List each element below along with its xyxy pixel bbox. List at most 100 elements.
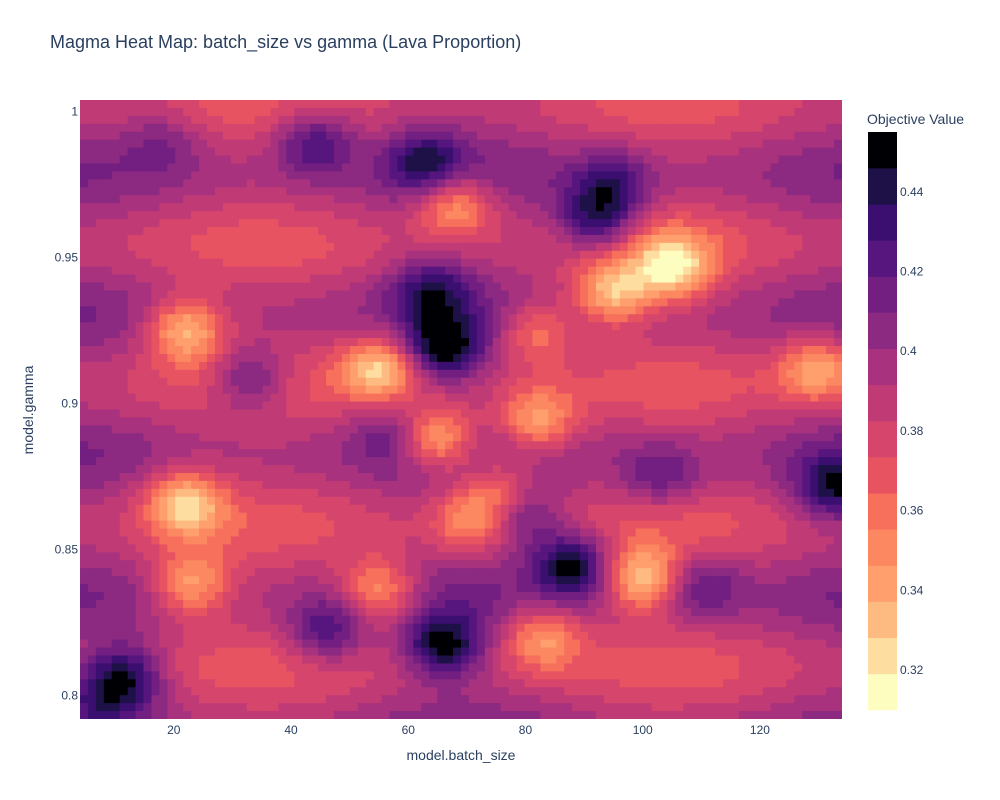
heatmap-cell — [643, 330, 653, 339]
heatmap-cell — [635, 242, 645, 252]
heatmap-cell — [746, 361, 756, 371]
heatmap-cell — [461, 100, 470, 109]
heatmap-cell — [421, 282, 430, 292]
heatmap-cell — [80, 131, 89, 141]
heatmap-cell — [810, 346, 819, 355]
heatmap-cell — [310, 258, 319, 268]
heatmap-cell — [80, 258, 89, 268]
heatmap-cell — [746, 211, 756, 220]
heatmap-cell — [278, 353, 287, 363]
heatmap-cell — [524, 187, 534, 196]
heatmap-cell — [349, 171, 359, 180]
heatmap-cell — [468, 480, 478, 490]
heatmap-cell — [286, 369, 295, 379]
heatmap-cell — [87, 314, 97, 323]
heatmap-cell — [389, 211, 399, 220]
heatmap-cell — [619, 147, 629, 157]
heatmap-cell — [508, 361, 518, 371]
heatmap-cell — [294, 353, 303, 363]
heatmap-cell — [326, 179, 335, 188]
heatmap-cell — [214, 155, 224, 165]
heatmap-cell — [397, 346, 407, 355]
heatmap-cell — [199, 290, 208, 299]
heatmap-cell — [445, 465, 454, 474]
heatmap-cell — [310, 147, 319, 157]
heatmap-cell — [230, 139, 240, 149]
heatmap-cell — [246, 155, 256, 165]
heatmap-cell — [595, 195, 605, 204]
heatmap-cell — [715, 250, 724, 260]
heatmap-cell — [588, 472, 597, 482]
heatmap-cell — [762, 433, 772, 442]
heatmap-cell — [191, 266, 200, 276]
heatmap-cell — [167, 425, 176, 434]
heatmap-cell — [738, 417, 748, 426]
heatmap-cell — [762, 353, 772, 363]
heatmap-cell — [738, 155, 748, 165]
heatmap-cell — [445, 250, 454, 260]
heatmap-cell — [699, 298, 708, 307]
heatmap-cell — [826, 488, 835, 498]
heatmap-cell — [111, 457, 121, 466]
heatmap-cell — [246, 465, 256, 474]
heatmap-cell — [207, 211, 216, 220]
heatmap-cell — [540, 107, 549, 117]
heatmap-cell — [580, 282, 589, 292]
heatmap-cell — [151, 425, 160, 434]
heatmap-cell — [691, 258, 700, 268]
heatmap-cell — [461, 457, 470, 466]
heatmap-cell — [310, 234, 319, 244]
heatmap-cell — [810, 401, 819, 411]
heatmap-cell — [603, 234, 613, 244]
heatmap-cell — [476, 393, 486, 403]
heatmap-cell — [667, 409, 676, 419]
heatmap-cell — [421, 472, 430, 482]
heatmap-cell — [341, 457, 351, 466]
heatmap-cell — [810, 504, 819, 514]
heatmap-cell — [492, 409, 502, 419]
heatmap-cell — [453, 131, 462, 141]
heatmap-cell — [349, 234, 359, 244]
heatmap-cell — [802, 171, 811, 180]
heatmap-cell — [508, 480, 518, 490]
heatmap-cell — [707, 377, 716, 387]
heatmap-cell — [111, 330, 121, 339]
heatmap-cell — [445, 290, 454, 299]
heatmap-cell — [524, 425, 534, 434]
heatmap-cell — [540, 219, 549, 228]
heatmap-cell — [802, 306, 811, 315]
heatmap-cell — [413, 504, 422, 514]
heatmap-cell — [87, 163, 97, 173]
heatmap-cell — [675, 409, 684, 419]
heatmap-cell — [445, 496, 454, 506]
heatmap-cell — [603, 179, 613, 188]
heatmap-cell — [349, 298, 359, 307]
heatmap-cell — [349, 496, 359, 506]
heatmap-cell — [532, 314, 541, 323]
heatmap-cell — [461, 163, 470, 173]
heatmap-cell — [500, 441, 510, 450]
heatmap-cell — [659, 298, 668, 307]
heatmap-cell — [111, 171, 121, 180]
heatmap-cell — [786, 433, 795, 442]
heatmap-cell — [715, 179, 724, 188]
heatmap-cell — [214, 401, 224, 411]
heatmap-cell — [500, 433, 510, 442]
heatmap-cell — [707, 147, 716, 157]
heatmap-cell — [738, 369, 748, 379]
heatmap-cell — [508, 171, 518, 180]
heatmap-cell — [373, 139, 383, 149]
heatmap-cell — [794, 393, 803, 403]
heatmap-cell — [532, 417, 541, 426]
heatmap-cell — [722, 330, 732, 339]
heatmap-cell — [445, 282, 454, 292]
heatmap-cell — [135, 496, 145, 506]
heatmap-cell — [516, 353, 526, 363]
heatmap-cell — [500, 385, 510, 395]
heatmap-cell — [357, 353, 367, 363]
heatmap-cell — [476, 425, 486, 434]
heatmap-cell — [326, 147, 335, 157]
heatmap-cell — [278, 433, 287, 442]
heatmap-cell — [707, 314, 716, 323]
heatmap-cell — [643, 219, 653, 228]
